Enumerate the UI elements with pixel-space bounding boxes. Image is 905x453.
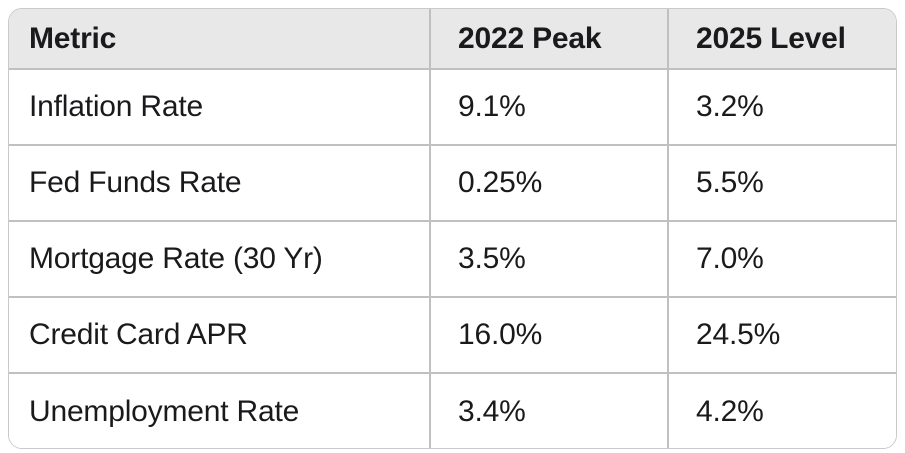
- level-2025-cell: 5.5%: [668, 144, 896, 221]
- table-header: Metric 2022 Peak 2025 Level: [9, 9, 896, 69]
- header-row: Metric 2022 Peak 2025 Level: [9, 9, 896, 69]
- peak-2022-cell: 16.0%: [430, 296, 669, 373]
- metric-cell: Credit Card APR: [9, 296, 431, 373]
- level-2025-cell: 24.5%: [668, 296, 896, 373]
- level-2025-cell: 3.2%: [668, 68, 896, 145]
- peak-2022-cell: 9.1%: [430, 68, 669, 145]
- table-row: Mortgage Rate (30 Yr) 3.5% 7.0%: [9, 220, 896, 297]
- level-2025-cell: 7.0%: [668, 220, 896, 297]
- metric-cell: Mortgage Rate (30 Yr): [9, 220, 431, 297]
- peak-2022-cell: 3.5%: [430, 220, 669, 297]
- metrics-comparison-table: Metric 2022 Peak 2025 Level Inflation Ra…: [8, 8, 897, 449]
- column-header-metric: Metric: [9, 9, 431, 69]
- metric-cell: Inflation Rate: [9, 68, 431, 145]
- metric-cell: Unemployment Rate: [9, 372, 431, 448]
- table-row: Credit Card APR 16.0% 24.5%: [9, 296, 896, 373]
- peak-2022-cell: 0.25%: [430, 144, 669, 221]
- level-2025-cell: 4.2%: [668, 372, 896, 448]
- table-row: Inflation Rate 9.1% 3.2%: [9, 68, 896, 145]
- table-row: Fed Funds Rate 0.25% 5.5%: [9, 144, 896, 221]
- table-body: Inflation Rate 9.1% 3.2% Fed Funds Rate …: [9, 68, 896, 448]
- metric-cell: Fed Funds Rate: [9, 144, 431, 221]
- data-table: Metric 2022 Peak 2025 Level Inflation Ra…: [9, 9, 896, 448]
- table-row: Unemployment Rate 3.4% 4.2%: [9, 372, 896, 448]
- column-header-2022-peak: 2022 Peak: [430, 9, 669, 69]
- column-header-2025-level: 2025 Level: [696, 21, 846, 55]
- peak-2022-cell: 3.4%: [430, 372, 669, 448]
